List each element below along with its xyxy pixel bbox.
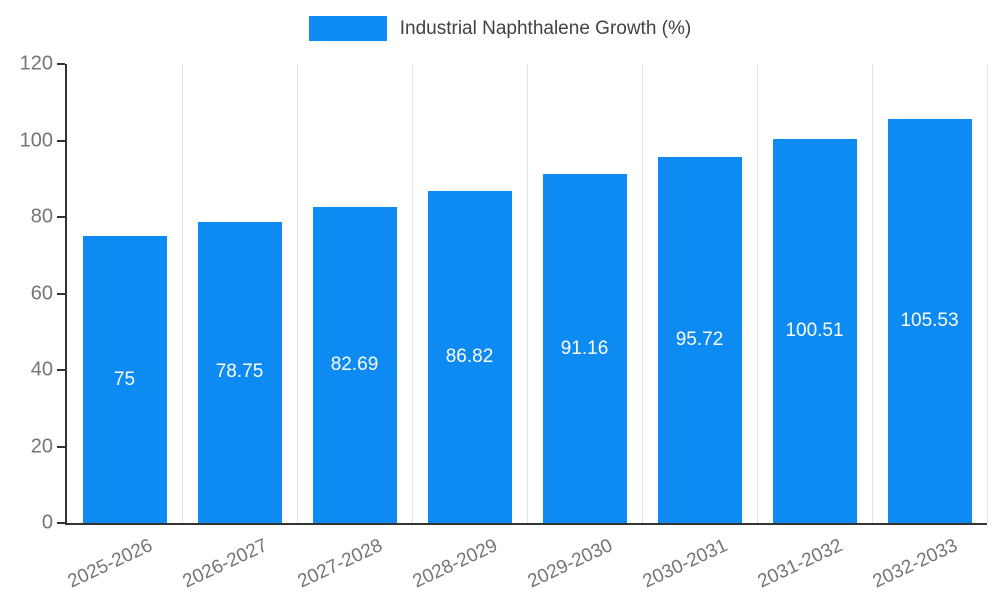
bar[interactable]: 100.51 — [772, 138, 857, 523]
bar[interactable]: 82.69 — [312, 206, 397, 523]
bar-value-label: 82.69 — [330, 353, 379, 375]
bar-value-label: 100.51 — [785, 319, 844, 341]
y-tick-label: 60 — [30, 282, 53, 304]
legend-swatch-icon[interactable] — [308, 16, 387, 41]
x-tick-label: 2029-2030 — [524, 535, 616, 593]
x-tick-label: 2032-2033 — [869, 535, 961, 593]
bar[interactable]: 91.16 — [542, 174, 627, 523]
bar-value-label: 105.53 — [900, 310, 959, 332]
x-tick-label: 2026-2027 — [179, 535, 271, 593]
y-tick-mark — [57, 292, 65, 295]
bar[interactable]: 95.72 — [657, 156, 742, 523]
v-gridline — [296, 64, 298, 523]
y-tick-label: 40 — [30, 358, 53, 381]
bar[interactable]: 78.75 — [197, 221, 282, 523]
bar-value-label: 95.72 — [675, 328, 724, 350]
v-gridline — [641, 64, 643, 523]
bar-value-label: 91.16 — [560, 337, 609, 359]
y-tick-mark — [57, 139, 65, 142]
x-tick-label: 2025-2026 — [64, 535, 156, 593]
v-gridline — [871, 64, 873, 523]
v-gridline — [986, 64, 988, 523]
v-gridline — [181, 64, 183, 523]
y-tick-label: 120 — [19, 52, 53, 75]
y-tick-label: 100 — [19, 129, 53, 151]
v-gridline — [411, 64, 413, 523]
v-gridline — [526, 64, 528, 523]
y-tick-mark — [57, 445, 65, 448]
bar-value-label: 86.82 — [445, 345, 494, 367]
x-tick-label: 2031-2032 — [754, 535, 846, 593]
bar[interactable]: 75 — [82, 236, 167, 523]
y-tick-label: 80 — [30, 205, 53, 228]
x-tick-label: 2030-2031 — [639, 535, 731, 593]
chart-legend: Industrial Naphthalene Growth (%) — [0, 16, 1000, 41]
x-tick-label: 2028-2029 — [409, 535, 501, 593]
bar-value-label: 75 — [113, 368, 136, 390]
y-tick-mark — [57, 369, 65, 371]
x-tick-label: 2027-2028 — [294, 535, 386, 593]
legend-label: Industrial Naphthalene Growth (%) — [399, 17, 692, 39]
y-tick-label: 0 — [41, 511, 53, 534]
y-tick-mark — [57, 216, 65, 218]
bar-value-label: 78.75 — [215, 361, 264, 383]
plot-area: 0 20 40 60 80 100 120 75 78.75 82.69 86.82 91.16 95.… — [20, 53, 988, 592]
v-gridline — [756, 64, 758, 523]
y-tick-mark — [57, 63, 65, 65]
bar[interactable]: 86.82 — [427, 190, 512, 523]
y-tick-mark — [57, 522, 65, 524]
bar[interactable]: 105.53 — [887, 119, 972, 523]
y-tick-label: 20 — [30, 435, 53, 457]
